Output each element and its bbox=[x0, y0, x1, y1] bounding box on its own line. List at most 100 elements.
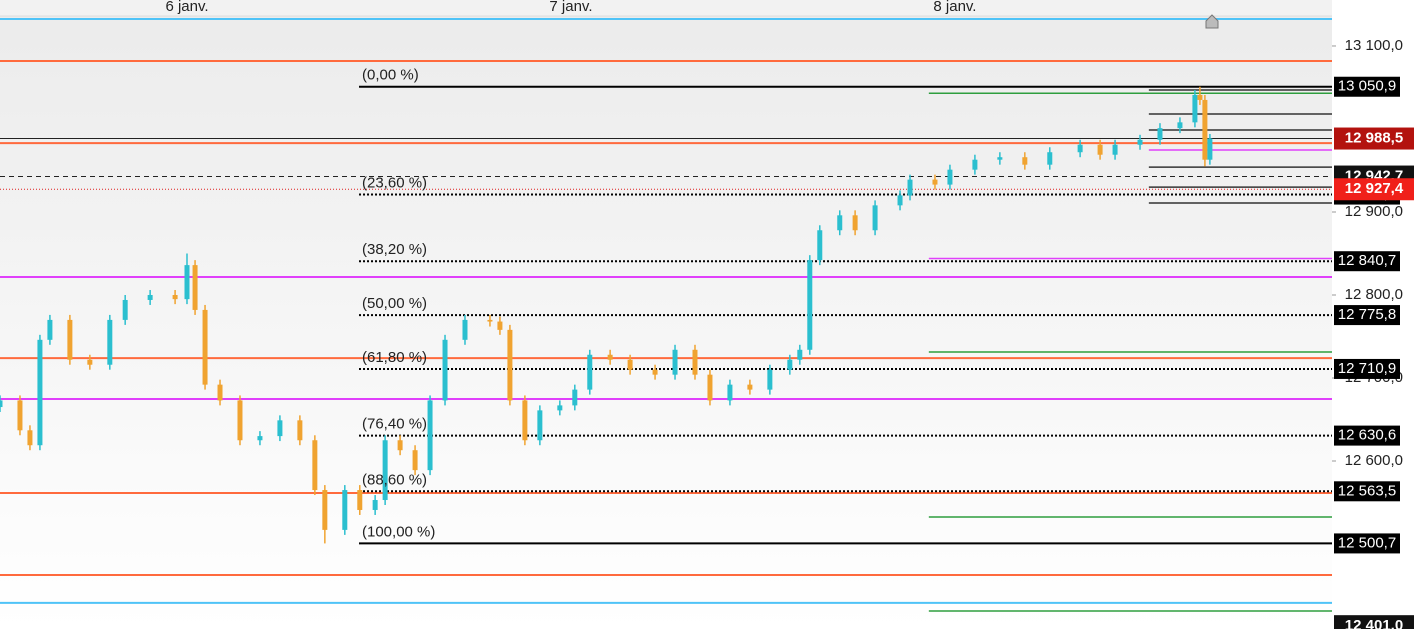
candle-body bbox=[837, 215, 843, 231]
plot-background bbox=[0, 0, 1332, 629]
candle-body bbox=[1192, 94, 1198, 123]
y-tick-label: 12 900,0 bbox=[1345, 203, 1403, 220]
candle-body bbox=[997, 157, 1003, 160]
price-marker-box bbox=[1334, 178, 1414, 201]
fib-price-label: 12 630,6 bbox=[1338, 427, 1396, 444]
candle-body bbox=[172, 294, 178, 300]
price-box bbox=[1334, 251, 1400, 272]
x-tick-label: 6 janv. bbox=[165, 0, 208, 15]
candle-body bbox=[17, 400, 23, 431]
candle-body bbox=[497, 321, 503, 330]
candle-body bbox=[87, 359, 93, 365]
y-tick-label: 13 100,0 bbox=[1345, 37, 1403, 54]
candle-body bbox=[184, 265, 190, 300]
candle-body bbox=[277, 420, 283, 437]
price-marker-label: 12 988,5 bbox=[1345, 130, 1403, 147]
y-tick-label: 12 600,0 bbox=[1345, 452, 1403, 469]
candle-body bbox=[557, 405, 563, 411]
price-box bbox=[1334, 358, 1400, 379]
candle-body bbox=[322, 490, 328, 530]
candle-body bbox=[522, 400, 528, 441]
fib-price-label: 12 840,7 bbox=[1338, 252, 1396, 269]
candle-body bbox=[462, 319, 468, 340]
candle-body bbox=[907, 179, 913, 196]
price-box bbox=[1334, 305, 1400, 326]
candle-body bbox=[787, 359, 793, 370]
fib-ratio-label: (0,00 %) bbox=[362, 67, 419, 84]
candle-body bbox=[67, 319, 73, 360]
labels-layer: 6 janv. 7 janv. 8 janv. 13 100,0 12 900,0 12 … bbox=[165, 0, 1414, 634]
candle-body bbox=[192, 265, 198, 310]
candle-body bbox=[707, 374, 713, 401]
candle-body bbox=[607, 354, 613, 360]
fib-ratio-label: (100,00 %) bbox=[362, 523, 435, 540]
candle-body bbox=[807, 260, 813, 350]
candle-body bbox=[442, 339, 448, 401]
candle-body bbox=[107, 319, 113, 365]
candle-body bbox=[382, 440, 388, 501]
candle-body bbox=[652, 369, 658, 375]
candle-body bbox=[817, 230, 823, 261]
candle-body bbox=[587, 354, 593, 390]
y-tick-label: 12 800,0 bbox=[1345, 286, 1403, 303]
candle-body bbox=[1112, 144, 1118, 155]
fib-ratio-label: (76,40 %) bbox=[362, 416, 427, 433]
candle-body bbox=[487, 319, 493, 322]
candle-body bbox=[257, 436, 263, 441]
candle-body bbox=[572, 389, 578, 406]
candle-body bbox=[372, 500, 378, 510]
candle-body bbox=[1077, 144, 1083, 153]
candle-body bbox=[852, 215, 858, 231]
candle-body bbox=[397, 440, 403, 451]
candle-body bbox=[237, 400, 243, 441]
candle-body bbox=[1202, 99, 1208, 160]
candle-body bbox=[947, 169, 953, 185]
x-tick-label: 7 janv. bbox=[549, 0, 592, 15]
candle-body bbox=[872, 205, 878, 231]
candle-body bbox=[627, 359, 633, 370]
fib-ratio-label: (61,80 %) bbox=[362, 349, 427, 366]
candle-body bbox=[1047, 152, 1053, 165]
candle-body bbox=[897, 195, 903, 206]
price-marker-label: 12 927,4 bbox=[1345, 180, 1404, 197]
fib-ratio-label: (88,60 %) bbox=[362, 471, 427, 488]
time-axis-strip bbox=[0, 0, 1332, 16]
candle-body bbox=[147, 294, 153, 300]
candle-body bbox=[357, 490, 363, 510]
candle-body bbox=[1137, 139, 1143, 145]
x-tick-label: 8 janv. bbox=[933, 0, 976, 15]
price-box bbox=[1334, 425, 1400, 446]
candle-body bbox=[122, 299, 128, 320]
price-box bbox=[1334, 481, 1400, 502]
candle-body bbox=[27, 430, 33, 446]
candle-body bbox=[427, 400, 433, 471]
fib-price-label: 12 500,7 bbox=[1338, 534, 1396, 551]
fib-ratio-label: (23,60 %) bbox=[362, 175, 427, 192]
candle-body bbox=[1097, 144, 1103, 155]
candle-body bbox=[217, 384, 223, 401]
candle-body bbox=[1207, 138, 1213, 160]
fib-price-label: 13 050,9 bbox=[1338, 78, 1396, 95]
candle-body bbox=[797, 349, 803, 360]
candles-layer bbox=[0, 86, 1213, 544]
candle-body bbox=[1022, 157, 1028, 165]
candle-body bbox=[747, 384, 753, 390]
candle-body bbox=[342, 490, 348, 530]
candle-body bbox=[412, 450, 418, 471]
candle-body bbox=[767, 369, 773, 390]
candle-body bbox=[932, 179, 938, 185]
candle-body bbox=[1177, 122, 1183, 129]
price-marker-label: 12 401,0 bbox=[1345, 617, 1403, 629]
fib-ratio-label: (38,20 %) bbox=[362, 241, 427, 258]
fib-ratio-label: (50,00 %) bbox=[362, 295, 427, 312]
candle-body bbox=[972, 159, 978, 170]
alert-icon[interactable] bbox=[1205, 14, 1219, 29]
candle-body bbox=[297, 420, 303, 441]
candle-body bbox=[1197, 94, 1203, 100]
candle-body bbox=[47, 319, 53, 340]
candle-body bbox=[312, 440, 318, 491]
candle-body bbox=[0, 400, 3, 408]
candle-body bbox=[537, 410, 543, 441]
candle-body bbox=[37, 339, 43, 446]
